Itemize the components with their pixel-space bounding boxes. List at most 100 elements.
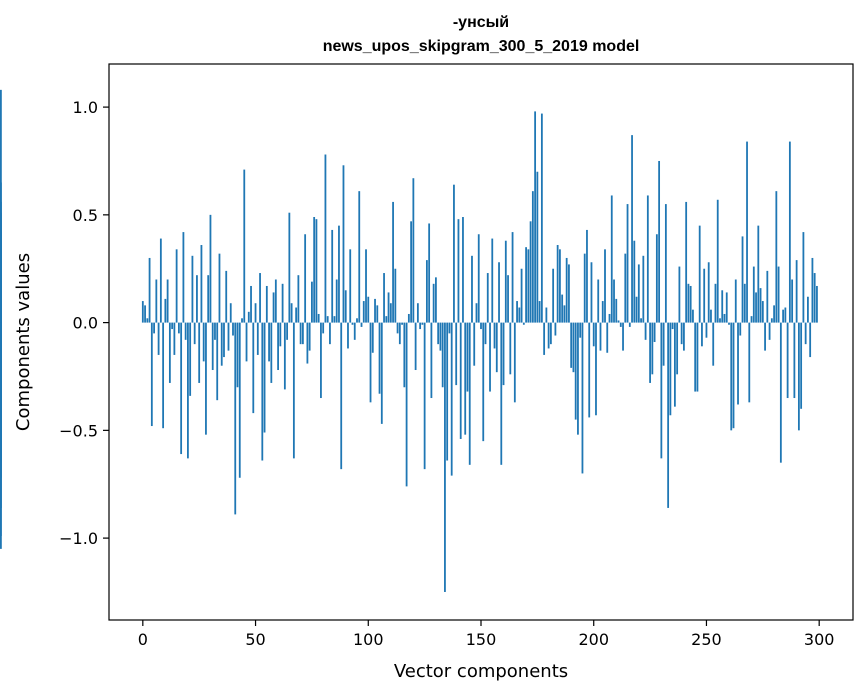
bar	[775, 191, 778, 323]
bar	[299, 322, 302, 345]
bar	[755, 292, 757, 323]
bar	[552, 268, 555, 323]
bar	[498, 262, 500, 323]
bar	[766, 270, 769, 323]
bar	[572, 322, 575, 373]
bar	[342, 165, 345, 323]
bar	[401, 322, 403, 325]
bar	[374, 298, 376, 323]
bar	[281, 283, 284, 323]
bar	[518, 307, 521, 323]
bar	[168, 322, 171, 383]
bar	[504, 240, 507, 323]
bar	[513, 322, 516, 403]
bar	[692, 309, 694, 323]
bar	[358, 191, 361, 323]
bar	[746, 141, 748, 323]
bar	[631, 135, 633, 323]
bar	[676, 322, 679, 375]
bar	[705, 322, 708, 338]
bar	[439, 322, 442, 351]
bar	[628, 322, 631, 327]
bar	[604, 249, 606, 323]
bar	[153, 322, 155, 334]
bar	[547, 322, 550, 349]
bar	[0, 322, 2, 330]
bar	[712, 322, 715, 366]
bar	[317, 313, 320, 323]
bar	[389, 303, 392, 323]
bar	[619, 322, 622, 327]
bar	[344, 290, 347, 323]
bar	[261, 322, 264, 461]
bar	[191, 255, 194, 323]
bar	[403, 322, 406, 388]
bar	[150, 322, 153, 427]
bar	[157, 322, 160, 355]
bar	[315, 219, 318, 323]
bar	[696, 322, 699, 392]
bar	[565, 257, 568, 323]
bar	[689, 285, 692, 323]
bar	[543, 322, 546, 355]
bar	[268, 322, 270, 362]
bar	[471, 255, 473, 323]
bar	[159, 238, 162, 323]
bar	[635, 296, 638, 323]
bar	[324, 154, 327, 323]
bar	[234, 322, 237, 515]
bar	[326, 316, 329, 323]
bar	[193, 322, 196, 345]
bar	[710, 309, 712, 323]
bar	[0, 322, 2, 508]
bar	[435, 277, 437, 323]
bar	[586, 229, 588, 323]
bar	[164, 298, 167, 323]
bar	[308, 322, 311, 351]
x-tick-label: 100	[353, 630, 384, 649]
bar	[410, 221, 413, 323]
bar	[304, 234, 307, 323]
bar	[489, 322, 491, 392]
bar	[730, 322, 733, 431]
bar	[311, 281, 313, 323]
bar	[793, 322, 796, 399]
bar	[516, 301, 518, 323]
bar	[601, 301, 604, 323]
bar	[180, 322, 183, 455]
bar	[531, 191, 534, 323]
bar	[0, 322, 2, 351]
bar	[297, 275, 300, 323]
bar	[786, 322, 789, 399]
bar	[265, 285, 268, 323]
y-tick-label: 1.0	[73, 98, 98, 117]
bar	[802, 232, 805, 323]
bar	[811, 257, 814, 323]
bar	[256, 322, 259, 355]
bar	[241, 318, 243, 323]
bar	[347, 322, 349, 349]
bar	[218, 253, 221, 323]
bar	[360, 322, 363, 327]
x-tick-label: 150	[466, 630, 497, 649]
bar	[477, 234, 480, 323]
bar	[171, 322, 174, 330]
bar	[673, 322, 676, 407]
bar	[232, 322, 234, 336]
bar	[606, 322, 609, 353]
bar	[581, 322, 584, 474]
bar	[412, 178, 415, 323]
bar	[599, 322, 602, 351]
bar	[703, 268, 706, 323]
bar	[243, 169, 246, 323]
bar	[301, 322, 304, 345]
y-tick-label: −0.5	[59, 421, 98, 440]
bar	[773, 305, 775, 323]
bar	[795, 260, 798, 323]
bar	[507, 275, 509, 323]
bar	[554, 322, 557, 336]
bar	[416, 303, 419, 323]
bar	[254, 303, 257, 323]
bar	[353, 322, 356, 340]
